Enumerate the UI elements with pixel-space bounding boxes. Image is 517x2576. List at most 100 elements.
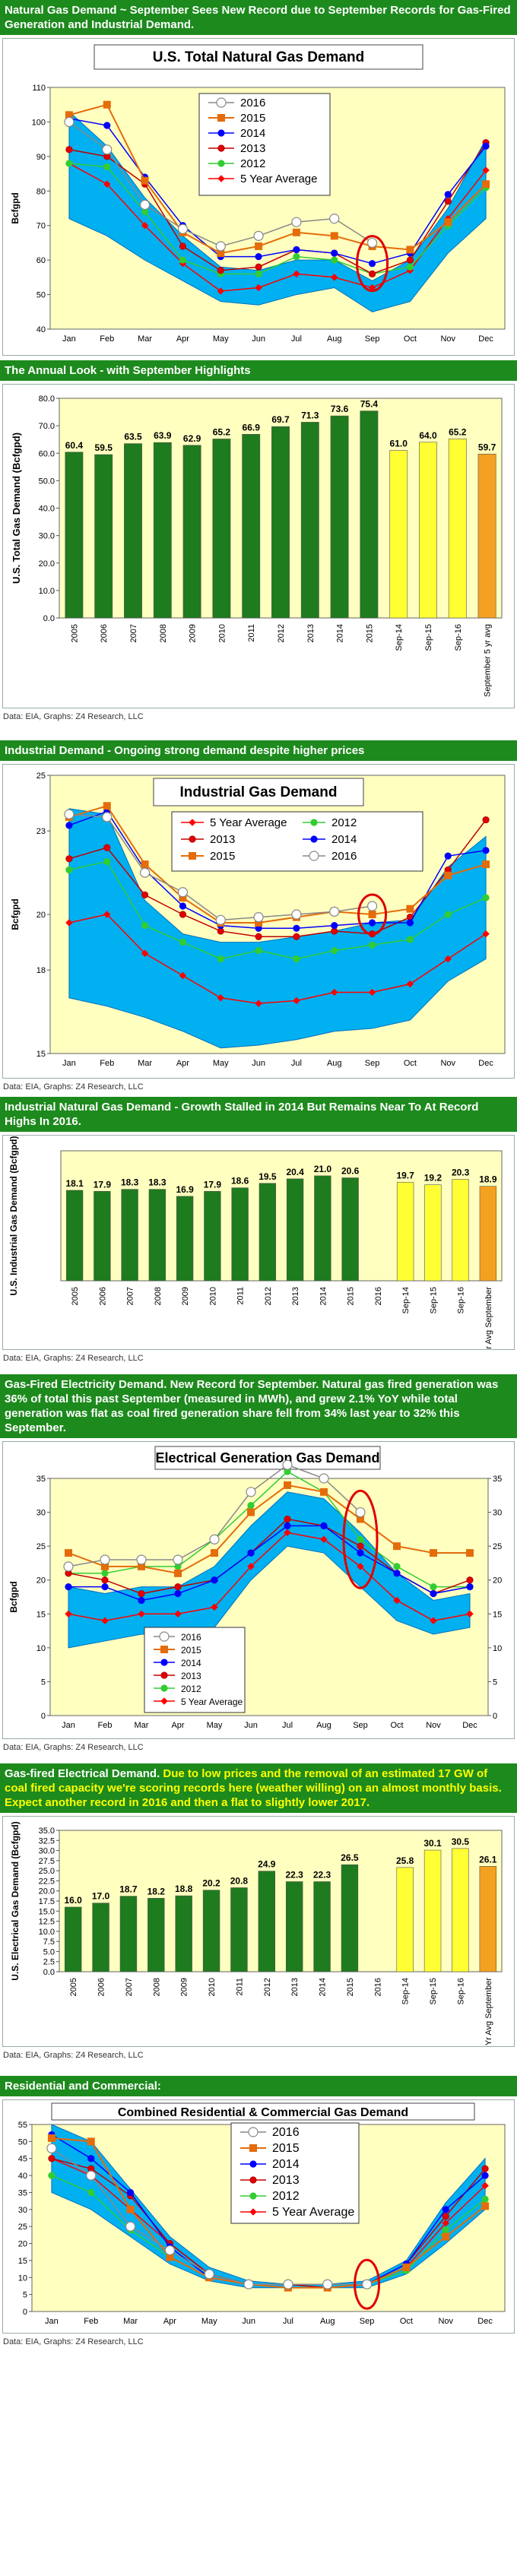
data-point [103, 802, 111, 810]
series-line-5-year-average [68, 1532, 471, 1621]
data-point [164, 2245, 176, 2256]
data-point [393, 1542, 401, 1551]
data-point [330, 232, 338, 240]
data-label: 16.9 [176, 1184, 194, 1195]
data-point [211, 1603, 218, 1611]
y-tick-label: 20.0 [39, 1887, 55, 1896]
data-point [284, 1522, 291, 1530]
chart-title: Combined Residential & Commercial Gas De… [118, 2106, 408, 2119]
y-tick-label: 5 [41, 1678, 46, 1687]
data-point [293, 996, 300, 1005]
x-tick-label: Sep-15 [429, 1978, 438, 2004]
data-point [322, 2279, 333, 2289]
x-tick-label: 2011 [247, 624, 256, 642]
y-tick-label: 0.0 [43, 614, 55, 623]
chart-panel-total-annual: 0.0 10.0 20.0 30.0 40.0 50.0 60.0 70.0 80.0 U.S. … [2, 384, 515, 708]
y-tick-label: 55 [18, 2121, 27, 2130]
x-tick-label: 2012 [263, 1978, 272, 1996]
chart-title-box [51, 2102, 475, 2121]
spacer [0, 722, 517, 740]
bar [258, 1183, 277, 1282]
bar [242, 434, 261, 619]
data-point [255, 253, 262, 261]
data-point [442, 2213, 449, 2220]
chart-title: U.S. Total Natural Gas Demand [153, 49, 364, 65]
data-point [481, 2165, 489, 2172]
x-tick-label: 2014 [319, 1978, 328, 1996]
legend-label: 2014 [272, 2158, 300, 2171]
spacer [0, 2061, 517, 2076]
spacer [0, 1753, 517, 1763]
y-tick-label: 25 [36, 1542, 46, 1551]
x-tick-label: May [213, 1059, 229, 1068]
bar [448, 439, 467, 619]
data-point [293, 270, 300, 278]
y-axis-label: U.S. Total Gas Demand (Bcfgpd) [11, 433, 22, 584]
series-line-2015 [68, 103, 487, 255]
y-tick-label: 60 [36, 256, 46, 265]
data-label: 22.3 [313, 1869, 331, 1880]
x-tick-label: Dec [477, 2317, 493, 2326]
x-tick-label: 2011 [236, 1287, 246, 1305]
data-point [406, 256, 414, 264]
data-point [368, 919, 376, 927]
data-point [126, 2205, 135, 2213]
legend-marker [249, 2144, 257, 2152]
x-tick-label: 5 Yr Avg September [484, 1287, 493, 1349]
data-point [87, 2188, 95, 2197]
data-label: 25.8 [396, 1855, 414, 1866]
data-label: 18.8 [175, 1884, 193, 1894]
data-point [444, 218, 452, 227]
y-tick-label: 5.0 [43, 1947, 55, 1957]
data-point [283, 2279, 293, 2289]
y-tick-label: 30 [18, 2206, 27, 2215]
data-point [368, 941, 376, 949]
data-label: 24.9 [258, 1859, 276, 1870]
x-tick-label: May [213, 334, 229, 344]
data-point [139, 199, 151, 211]
data-point [48, 2172, 56, 2179]
legend-marker [217, 144, 225, 152]
bar [258, 1871, 276, 1972]
data-point [291, 909, 302, 920]
data-point [442, 2232, 450, 2241]
data-point [174, 1610, 182, 1618]
legend-label: 2016 [331, 850, 357, 863]
bar [94, 454, 113, 619]
legend-label: 2012 [240, 157, 265, 170]
bar [202, 1890, 220, 1972]
data-point [466, 1576, 474, 1584]
data-label: 19.5 [258, 1171, 277, 1182]
x-tick-label: Jul [291, 334, 302, 344]
x-tick-label: Jun [244, 1721, 258, 1730]
data-point [442, 2220, 449, 2227]
data-point [329, 214, 340, 224]
data-point [211, 1549, 218, 1557]
bar [92, 1903, 109, 1972]
y-tick-label: 20 [18, 2240, 27, 2249]
data-point [481, 2195, 489, 2203]
data-point [65, 1610, 72, 1618]
data-label: 19.7 [396, 1170, 414, 1180]
data-point [64, 116, 75, 128]
data-label: 64.0 [419, 430, 437, 441]
data-label: 71.3 [301, 410, 319, 420]
bar [314, 1175, 331, 1282]
bar [94, 1190, 111, 1282]
legend-marker [216, 97, 227, 108]
legend-marker [160, 1671, 168, 1679]
x-tick-label: Sep-15 [424, 624, 433, 651]
y-tick-label: 25.0 [39, 1867, 55, 1876]
y-tick-label: 35 [18, 2188, 27, 2197]
x-tick-label: Nov [440, 334, 455, 344]
y-tick-label: 0 [23, 2308, 27, 2317]
data-point [406, 919, 414, 927]
y-tick-label: 110 [32, 84, 46, 93]
x-tick-label: Jan [62, 334, 76, 344]
bar [230, 1887, 248, 1972]
x-tick-label: Aug [316, 1721, 331, 1730]
range-band [68, 808, 487, 1049]
x-tick-label: 2012 [264, 1287, 273, 1305]
series-line-2012 [68, 163, 487, 275]
data-point [177, 887, 189, 898]
